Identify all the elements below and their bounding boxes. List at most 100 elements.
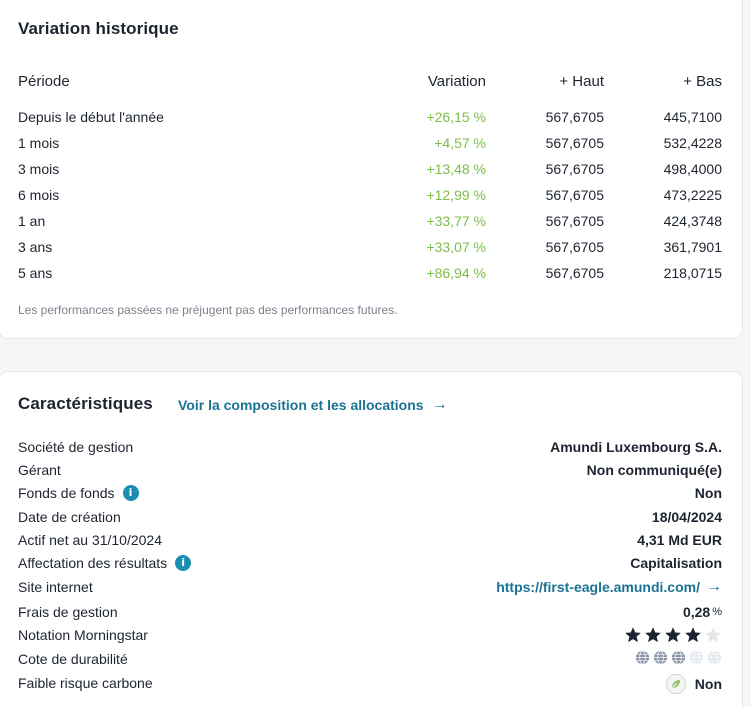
- history-variation: +33,07 %: [426, 239, 486, 255]
- historical-variation-card: Variation historique Période Variation +…: [0, 0, 743, 339]
- history-variation: +12,99 %: [426, 187, 486, 203]
- history-row: 3 mois +13,48 % 567,6705 498,4000: [0, 160, 742, 186]
- history-variation: +86,94 %: [426, 265, 486, 281]
- history-high: 567,6705: [545, 213, 604, 229]
- management-fees-unit: %: [712, 606, 722, 618]
- globe-icon: [635, 650, 650, 665]
- info-icon[interactable]: i: [175, 555, 192, 571]
- globe-icon: [671, 650, 686, 665]
- header-high: + Haut: [559, 73, 604, 90]
- sustainability-globes: [635, 650, 722, 665]
- value-fund-of-funds: Non: [694, 485, 722, 501]
- row-morningstar: Notation Morningstar: [0, 626, 742, 648]
- characteristics-title: Caractéristiques: [18, 394, 153, 413]
- row-management-fees: Frais de gestion 0,28 %: [0, 603, 742, 625]
- value-management-fees: 0,28: [682, 604, 711, 620]
- globe-icon: [653, 650, 668, 665]
- star-icon: [705, 627, 721, 643]
- history-variation: +26,15 %: [426, 109, 486, 125]
- arrow-right-icon: →: [431, 396, 448, 413]
- value-low-carbon-wrap: Non: [665, 674, 722, 694]
- label-low-carbon: Faible risque carbone: [18, 675, 153, 691]
- label-net-assets: Actif net au 31/10/2024: [18, 532, 162, 548]
- history-period: 3 mois: [18, 161, 60, 177]
- morningstar-rating: [624, 626, 722, 644]
- row-fund-of-funds: Fonds de fonds i Non: [0, 484, 742, 506]
- label-management-company: Société de gestion: [18, 439, 134, 455]
- header-low: + Bas: [683, 73, 722, 90]
- header-period: Période: [18, 73, 70, 90]
- sustainability-rating: [635, 650, 722, 665]
- value-management-company: Amundi Luxembourg S.A.: [550, 439, 722, 455]
- history-high: 567,6705: [545, 265, 604, 281]
- label-manager: Gérant: [18, 462, 61, 478]
- history-row: 5 ans +86,94 % 567,6705 218,0715: [0, 264, 742, 290]
- row-website: Site internet https://first-eagle.amundi…: [0, 578, 742, 600]
- label-morningstar: Notation Morningstar: [18, 627, 148, 643]
- history-variation: +4,57 %: [434, 135, 486, 151]
- morningstar-stars: [624, 626, 722, 644]
- label-website: Site internet: [18, 579, 93, 595]
- arrow-right-icon: →: [706, 578, 722, 595]
- value-management-fees-wrap: 0,28 %: [683, 603, 722, 621]
- info-icon[interactable]: i: [122, 485, 139, 501]
- website-link-label: https://first-eagle.amundi.com/: [496, 579, 700, 595]
- row-creation-date: Date de création 18/04/2024: [0, 508, 742, 530]
- row-low-carbon: Faible risque carbone Non: [0, 674, 742, 696]
- history-row: 6 mois +12,99 % 567,6705 473,2225: [0, 186, 742, 212]
- label-income-allocation-wrap: Affectation des résultats i: [18, 554, 192, 572]
- history-row: 1 mois +4,57 % 567,6705 532,4228: [0, 134, 742, 160]
- history-low: 424,3748: [663, 213, 722, 229]
- label-sustainability: Cote de durabilité: [18, 651, 128, 667]
- history-high: 567,6705: [545, 239, 604, 255]
- label-fund-of-funds: Fonds de fonds: [18, 485, 115, 501]
- history-variation: +33,77 %: [426, 213, 486, 229]
- history-row: 3 ans +33,07 % 567,6705 361,7901: [0, 238, 742, 264]
- website-link[interactable]: https://first-eagle.amundi.com/ →: [496, 578, 722, 596]
- label-income-allocation: Affectation des résultats: [18, 555, 168, 571]
- history-period: 1 mois: [18, 135, 60, 151]
- star-icon: [685, 627, 701, 643]
- history-low: 532,4228: [663, 135, 722, 151]
- history-row: 1 an +33,77 % 567,6705 424,3748: [0, 212, 742, 238]
- history-period: 3 ans: [18, 239, 53, 255]
- history-high: 567,6705: [545, 135, 604, 151]
- history-high: 567,6705: [545, 109, 604, 125]
- value-creation-date: 18/04/2024: [651, 509, 722, 525]
- globe-icon: [707, 650, 722, 665]
- row-management-company: Société de gestion Amundi Luxembourg S.A…: [0, 438, 742, 460]
- value-income-allocation: Capitalisation: [630, 555, 722, 571]
- row-manager: Gérant Non communiqué(e): [0, 461, 742, 483]
- star-icon: [645, 627, 661, 643]
- historical-variation-title: Variation historique: [18, 19, 179, 38]
- history-low: 445,7100: [663, 109, 722, 125]
- history-row: Depuis le début l'année +26,15 % 567,6705 4…: [0, 108, 742, 134]
- header-variation: Variation: [427, 73, 486, 90]
- history-high: 567,6705: [545, 187, 604, 203]
- performance-disclaimer: Les performances passées ne préjugent pa…: [18, 303, 398, 317]
- history-variation: +13,48 %: [426, 161, 486, 177]
- star-icon: [665, 627, 681, 643]
- value-low-carbon: Non: [694, 676, 722, 692]
- history-low: 498,4000: [663, 161, 722, 177]
- label-creation-date: Date de création: [18, 509, 121, 525]
- leaf-icon: [665, 674, 686, 694]
- composition-link[interactable]: Voir la composition et les allocations →: [178, 396, 448, 414]
- star-icon: [625, 627, 641, 643]
- composition-link-label: Voir la composition et les allocations: [178, 397, 424, 413]
- history-period: 5 ans: [18, 265, 53, 281]
- history-period: 6 mois: [18, 187, 60, 203]
- history-low: 473,2225: [663, 187, 722, 203]
- history-low: 361,7901: [663, 239, 722, 255]
- row-net-assets: Actif net au 31/10/2024 4,31 Md EUR: [0, 531, 742, 553]
- history-high: 567,6705: [545, 161, 604, 177]
- history-period: 1 an: [18, 213, 46, 229]
- row-sustainability: Cote de durabilité: [0, 650, 742, 672]
- label-fund-of-funds-wrap: Fonds de fonds i: [18, 484, 139, 502]
- history-period: Depuis le début l'année: [18, 109, 164, 125]
- characteristics-card: Caractéristiques Voir la composition et …: [0, 371, 743, 707]
- label-management-fees: Frais de gestion: [18, 604, 118, 620]
- history-low: 218,0715: [663, 265, 722, 281]
- value-net-assets: 4,31 Md EUR: [637, 532, 722, 548]
- value-manager: Non communiqué(e): [586, 462, 722, 478]
